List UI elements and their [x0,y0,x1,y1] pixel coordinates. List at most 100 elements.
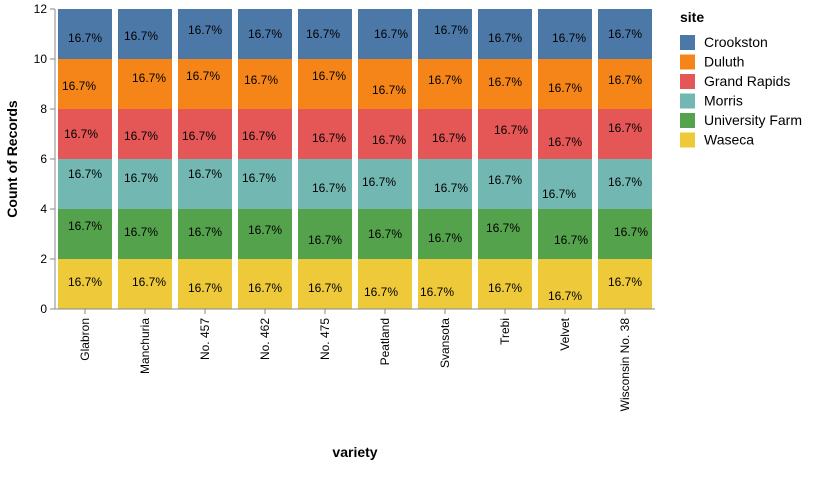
bar-segment-grand-rapids [118,109,172,159]
legend-label: Crookston [704,34,768,50]
bar-segment-label: 16.7% [132,275,166,289]
legend-swatch [680,93,695,109]
bar-segment-university-farm [478,209,532,259]
bar-segment-label: 16.7% [124,225,158,239]
bar-segment-label: 16.7% [312,181,346,195]
bar-segment-crookston [118,9,172,59]
bar-segment-label: 16.7% [68,31,102,45]
bar-segment-label: 16.7% [488,75,522,89]
bar-segment-duluth [118,59,172,109]
bar-segment-university-farm [358,209,412,259]
bar-segment-label: 16.7% [428,73,462,87]
bar-segment-label: 16.7% [312,69,346,83]
legend-swatch [680,54,695,70]
bar-segment-label: 16.7% [64,127,98,141]
x-tick-label: Svansota [438,318,452,368]
x-tick-label: Glabron [78,318,92,361]
bar-segment-waseca [418,259,472,309]
bar-segment-label: 16.7% [188,23,222,37]
bar-segment-label: 16.7% [132,71,166,85]
bar-segment-label: 16.7% [554,233,588,247]
bar-segment-label: 16.7% [608,27,642,41]
legend-label: Waseca [704,132,754,148]
legend-title: site [680,9,704,25]
bar-segment-crookston [358,9,412,59]
bar-segment-grand-rapids [538,109,592,159]
y-tick-label: 4 [40,202,47,216]
bar-segment-duluth [238,59,292,109]
bar-segment-label: 16.7% [186,69,220,83]
bar-segment-label: 16.7% [124,171,158,185]
bar-segment-morris [118,159,172,209]
bar-segment-label: 16.7% [486,221,520,235]
bar-segment-university-farm [238,209,292,259]
bar-segment-waseca [298,259,352,309]
bar-segment-crookston [418,9,472,59]
bar-segment-label: 16.7% [608,73,642,87]
bar-segment-grand-rapids [418,109,472,159]
x-tick-label: Manchuria [138,318,152,374]
bar-segment-duluth [538,59,592,109]
bar-segment-label: 16.7% [68,219,102,233]
bar-segment-duluth [58,59,112,109]
bar-segment-grand-rapids [358,109,412,159]
bar-segment-morris [238,159,292,209]
bar-segment-label: 16.7% [124,29,158,43]
bar-segment-label: 16.7% [248,27,282,41]
bar-segment-university-farm [538,209,592,259]
y-axis-title: Count of Records [4,100,20,218]
bar-segment-label: 16.7% [308,281,342,295]
bar-segment-morris [418,159,472,209]
bar-segment-label: 16.7% [432,131,466,145]
bar-segment-waseca [58,259,112,309]
bar-segment-grand-rapids [178,109,232,159]
bar-segment-label: 16.7% [308,233,342,247]
legend-label: Duluth [704,54,744,70]
x-tick-label: No. 462 [258,318,272,360]
bar-segment-label: 16.7% [248,223,282,237]
bar-segment-label: 16.7% [68,167,102,181]
bar-segment-morris [358,159,412,209]
x-tick-label: Velvet [558,317,572,350]
bar-segment-label: 16.7% [188,167,222,181]
bar-segment-label: 16.7% [420,285,454,299]
bar-segment-label: 16.7% [494,123,528,137]
bar-segment-label: 16.7% [488,31,522,45]
bar-segment-label: 16.7% [548,81,582,95]
bar-segment-label: 16.7% [608,175,642,189]
y-tick-label: 2 [40,252,47,266]
bar-segment-grand-rapids [598,109,652,159]
bar-segment-university-farm [298,209,352,259]
x-axis-title: variety [332,444,377,460]
bar-segment-university-farm [598,209,652,259]
bar-segment-duluth [298,59,352,109]
bar-segment-label: 16.7% [362,175,396,189]
bar-segment-label: 16.7% [548,289,582,303]
legend-label: Morris [704,93,743,109]
bar-segment-waseca [598,259,652,309]
bar-segment-crookston [298,9,352,59]
bar-segment-waseca [538,259,592,309]
bar-segment-label: 16.7% [368,227,402,241]
x-tick-label: Trebi [498,318,512,345]
bar-segment-label: 16.7% [244,73,278,87]
bar-segment-label: 16.7% [434,181,468,195]
bar-segment-label: 16.7% [306,27,340,41]
bar-segment-duluth [418,59,472,109]
y-tick-label: 10 [34,52,48,66]
bar-segment-label: 16.7% [614,225,648,239]
legend-label: University Farm [704,112,802,128]
bar-segment-university-farm [418,209,472,259]
y-tick-label: 6 [40,152,47,166]
bar-segment-duluth [178,59,232,109]
bar-segment-university-farm [178,209,232,259]
bar-segment-morris [58,159,112,209]
bar-segment-crookston [478,9,532,59]
bar-segment-university-farm [118,209,172,259]
bar-segment-label: 16.7% [242,129,276,143]
bar-segment-waseca [478,259,532,309]
bar-segment-waseca [118,259,172,309]
bar-segment-morris [178,159,232,209]
